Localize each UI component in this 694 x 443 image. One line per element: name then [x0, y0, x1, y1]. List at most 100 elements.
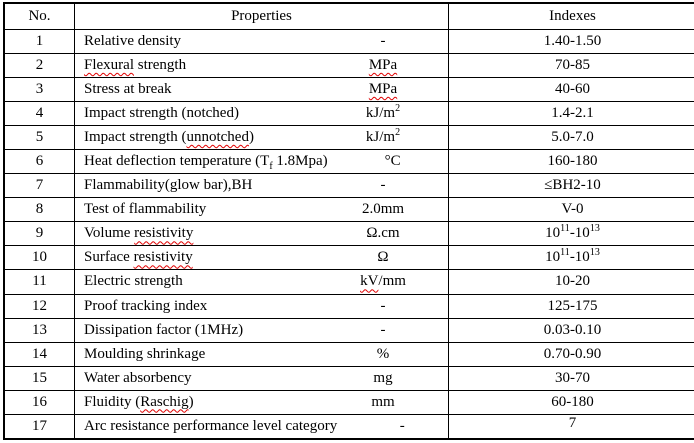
property-name: Arc resistance performance level categor… — [84, 417, 338, 434]
property-unit: - — [380, 177, 386, 194]
index-value: 1011-1013 — [448, 221, 694, 247]
table-row: 13 Dissipation factor (1MHz) - 0.03-0.10 — [3, 317, 694, 343]
property-unit: - — [380, 33, 386, 50]
index-value: 1011-1013 — [448, 245, 694, 271]
property-unit: kJ/m2 — [365, 103, 401, 122]
property-name: Test of flammability — [84, 201, 207, 218]
table-row: 5 Impact strength (unnotched) kJ/m2 5.0-7.0 — [3, 125, 694, 151]
index-value: ≤BH2-10 — [448, 173, 694, 199]
table-row: 1 Relative density - 1.40-1.50 — [3, 28, 694, 55]
header-no: No. — [3, 2, 75, 30]
header-properties: Properties — [74, 2, 449, 30]
property-cell: Proof tracking index - — [74, 293, 449, 319]
index-value: V-0 — [448, 197, 694, 223]
row-number: 9 — [3, 221, 75, 247]
table-row: 6 Heat deflection temperature (Tf 1.8Mpa)… — [3, 149, 694, 175]
property-unit: Ω — [377, 249, 389, 266]
table-row: 3 Stress at break MPa 40-60 — [3, 77, 694, 103]
row-number: 17 — [3, 413, 75, 440]
property-name: Impact strength (notched) — [84, 105, 239, 122]
row-number: 1 — [3, 28, 75, 55]
property-cell: Fluidity (Raschig) mm — [74, 389, 449, 415]
property-name: Proof tracking index — [84, 297, 208, 314]
property-cell: Dissipation factor (1MHz) - — [74, 317, 449, 343]
property-unit: Ω.cm — [366, 225, 400, 242]
row-number: 10 — [3, 245, 75, 271]
property-unit: °C — [384, 153, 401, 170]
index-value: 1.40-1.50 — [448, 28, 694, 55]
property-cell: Flammability(glow bar),BH - — [74, 173, 449, 199]
table-row: 2 Flexural strength MPa 70-85 — [3, 53, 694, 79]
property-name: Stress at break — [84, 81, 172, 98]
table-row: 14 Moulding shrinkage% 0.70-0.90 — [3, 341, 694, 367]
property-name: Flexural strength — [84, 57, 187, 74]
property-name: Surface resistivity — [84, 249, 193, 266]
property-cell: Arc resistance performance level categor… — [74, 413, 449, 440]
property-unit: MPa — [368, 57, 398, 74]
properties-table: No. Properties Indexes 1 Relative density… — [3, 2, 694, 440]
table-row: 7 Flammability(glow bar),BH - ≤BH2-10 — [3, 173, 694, 199]
index-value: 10-20 — [448, 269, 694, 295]
table-header: No. Properties Indexes — [3, 2, 694, 30]
property-name: Water absorbency — [84, 369, 192, 386]
index-value: 1.4-2.1 — [448, 101, 694, 127]
property-cell: Impact strength (unnotched) kJ/m2 — [74, 125, 449, 151]
property-name: Volume resistivity — [84, 225, 194, 242]
property-name: Moulding shrinkage — [84, 345, 206, 362]
property-unit: 2.0mm — [361, 201, 405, 218]
row-number: 2 — [3, 53, 75, 79]
property-cell: Test of flammability 2.0mm — [74, 197, 449, 223]
index-value: 125-175 — [448, 293, 694, 319]
table-body: 1 Relative density -1.40-1.50 2 Flexural str… — [3, 28, 694, 440]
property-cell: Volume resistivity Ω.cm — [74, 221, 449, 247]
index-value: 30-70 — [448, 365, 694, 391]
property-cell: Moulding shrinkage% — [74, 341, 449, 367]
row-number: 13 — [3, 317, 75, 343]
row-number: 8 — [3, 197, 75, 223]
index-value: 40-60 — [448, 77, 694, 103]
table-row: 16 Fluidity (Raschig) mm 60-180 — [3, 389, 694, 415]
table-row: 17 Arc resistance performance level categ… — [3, 413, 694, 440]
property-name: Impact strength (unnotched) — [84, 129, 254, 146]
table-row: 4 Impact strength (notched) kJ/m2 1.4-2.1 — [3, 101, 694, 127]
table-row: 8 Test of flammability 2.0mm V-0 — [3, 197, 694, 223]
property-cell: Water absorbency mg — [74, 365, 449, 391]
property-cell: Impact strength (notched) kJ/m2 — [74, 101, 449, 127]
row-number: 7 — [3, 173, 75, 199]
property-cell: Relative density - — [74, 28, 449, 55]
index-value: 160-180 — [448, 149, 694, 175]
property-unit: mg — [373, 369, 393, 386]
row-number: 6 — [3, 149, 75, 175]
property-unit: - — [399, 417, 405, 434]
property-unit: - — [380, 297, 386, 314]
index-value: 0.03-0.10 — [448, 317, 694, 343]
index-value: 5.0-7.0 — [448, 125, 694, 151]
header-row: No. Properties Indexes — [3, 2, 694, 30]
table-row: 11 Electric strength kV/mm 10-20 — [3, 269, 694, 295]
property-unit: kJ/m2 — [365, 127, 401, 146]
row-number: 3 — [3, 77, 75, 103]
table-row: 9 Volume resistivity Ω.cm 1011-1013 — [3, 221, 694, 247]
row-number: 16 — [3, 389, 75, 415]
index-value: 70-85 — [448, 53, 694, 79]
property-cell: Surface resistivity Ω — [74, 245, 449, 271]
property-name: Electric strength — [84, 273, 183, 290]
index-value: 60-180 — [448, 389, 694, 415]
property-cell: Electric strength kV/mm — [74, 269, 449, 295]
row-number: 14 — [3, 341, 75, 367]
row-number: 15 — [3, 365, 75, 391]
table-row: 15 Water absorbency mg 30-70 — [3, 365, 694, 391]
index-value: 0.70-0.90 — [448, 341, 694, 367]
property-unit: - — [380, 321, 386, 338]
property-cell: Stress at break MPa — [74, 77, 449, 103]
row-number: 5 — [3, 125, 75, 151]
table-row: 10 Surface resistivity Ω 1011-1013 — [3, 245, 694, 271]
property-unit: % — [376, 345, 390, 362]
row-number: 4 — [3, 101, 75, 127]
property-name: Flammability(glow bar),BH — [84, 177, 253, 194]
property-name: Dissipation factor (1MHz) — [84, 321, 244, 338]
index-value: 7 — [448, 413, 694, 440]
property-unit: mm — [371, 393, 395, 410]
header-indexes: Indexes — [448, 2, 694, 30]
property-name: Heat deflection temperature (Tf 1.8Mpa) — [84, 153, 328, 173]
